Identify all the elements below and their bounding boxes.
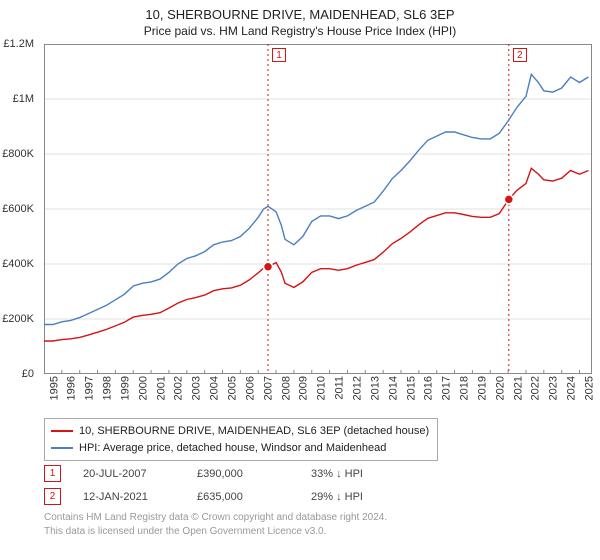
x-tick-label: 1995 [48,376,60,400]
x-tick-label: 2011 [334,376,346,400]
license-line: This data is licensed under the Open Gov… [44,525,584,539]
x-tick-label: 2007 [262,376,274,400]
x-tick-label: 2019 [476,376,488,400]
x-tick-label: 2005 [227,376,239,400]
x-tick-label: 2004 [209,376,221,400]
y-tick-label: £200K [2,313,34,325]
x-tick-label: 2009 [298,376,310,400]
x-tick-label: 2008 [280,376,292,400]
event-row: 1 20-JUL-2007 £390,000 33% ↓ HPI [44,465,584,482]
sale-callout: 2 [513,48,527,62]
event-price: £390,000 [197,468,289,480]
legend: 10, SHERBOURNE DRIVE, MAIDENHEAD, SL6 3E… [44,418,438,461]
x-tick-label: 2018 [459,376,471,400]
sale-marker [504,195,513,204]
sale-marker [264,262,273,271]
x-tick-label: 1998 [102,376,114,400]
y-tick-label: £800K [2,148,34,160]
x-tick-label: 2013 [369,376,381,400]
x-tick-label: 2012 [351,376,363,400]
event-date: 20-JUL-2007 [83,468,175,480]
x-tick-label: 2001 [155,376,167,400]
x-tick-label: 2003 [191,376,203,400]
y-tick-label: £0 [22,368,34,380]
x-tick-label: 2024 [566,376,578,400]
plot-svg [44,44,592,374]
event-date: 12-JAN-2021 [83,491,175,503]
x-tick-label: 2020 [494,376,506,400]
y-tick-label: £600K [2,203,34,215]
y-tick-label: £1M [13,93,34,105]
legend-label: HPI: Average price, detached house, Wind… [79,440,386,457]
x-tick-label: 2023 [548,376,560,400]
event-callout: 2 [44,488,61,505]
event-price: £635,000 [197,491,289,503]
x-tick-label: 2017 [441,376,453,400]
y-axis-labels: £0£200K£400K£600K£800K£1M£1.2M [0,44,36,374]
y-tick-label: £1.2M [3,38,34,50]
x-tick-label: 2022 [530,376,542,400]
legend-item: HPI: Average price, detached house, Wind… [51,440,431,457]
x-tick-label: 1999 [119,376,131,400]
license-text: Contains HM Land Registry data © Crown c… [44,511,584,538]
x-tick-label: 1996 [66,376,78,400]
license-line: Contains HM Land Registry data © Crown c… [44,511,584,525]
x-tick-label: 2015 [405,376,417,400]
x-axis-labels: 1995 1996 1997 1998 1999 2000 2001 2002 2003 2004… [44,374,592,416]
sale-events-table: 1 20-JUL-2007 £390,000 33% ↓ HPI 2 12-JAN-202… [44,465,584,505]
event-vs-hpi: 33% ↓ HPI [311,468,403,480]
x-tick-label: 2000 [137,376,149,400]
chart-subtitle: Price paid vs. HM Land Registry's House … [8,24,592,38]
x-tick-label: 2016 [423,376,435,400]
chart-title: 10, SHERBOURNE DRIVE, MAIDENHEAD, SL6 3E… [8,6,592,24]
legend-swatch [51,447,73,449]
event-vs-hpi: 29% ↓ HPI [311,491,403,503]
x-tick-label: 2010 [316,376,328,400]
x-tick-label: 2021 [512,376,524,400]
x-tick-label: 2025 [584,376,596,400]
event-row: 2 12-JAN-2021 £635,000 29% ↓ HPI [44,488,584,505]
legend-label: 10, SHERBOURNE DRIVE, MAIDENHEAD, SL6 3E… [79,423,429,440]
sale-callout: 1 [272,48,286,62]
legend-swatch [51,430,73,432]
x-tick-label: 2014 [387,376,399,400]
legend-item: 10, SHERBOURNE DRIVE, MAIDENHEAD, SL6 3E… [51,423,431,440]
x-tick-label: 1997 [84,376,96,400]
x-tick-label: 2002 [173,376,185,400]
y-tick-label: £400K [2,258,34,270]
price-chart: 12 [44,44,592,374]
x-tick-label: 2006 [244,376,256,400]
event-callout: 1 [44,465,61,482]
